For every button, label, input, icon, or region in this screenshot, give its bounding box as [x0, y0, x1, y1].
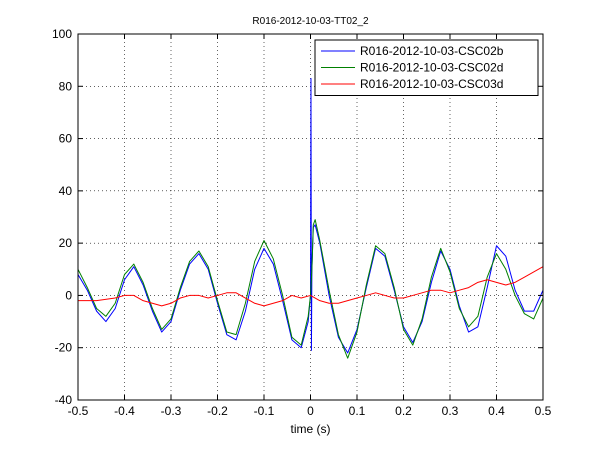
x-tick-label: 0.2 [395, 404, 412, 418]
tick-layer: -0.5 -0.4 -0.3 -0.2 -0.1 0 0.1 0.2 0.3 0.4 0.5 -40 -… [52, 27, 552, 418]
legend-label-3: R016-2012-10-03-CSC03d [360, 77, 503, 91]
x-axis-label: time (s) [291, 422, 331, 436]
x-tick-label: -0.4 [114, 404, 135, 418]
x-tick-label: 0.1 [349, 404, 366, 418]
x-tick-label: 0.4 [488, 404, 505, 418]
x-tick-label: -0.1 [254, 404, 275, 418]
series-layer [77, 77, 544, 359]
series-line-2 [77, 219, 544, 359]
y-tick-label: -40 [55, 393, 73, 407]
x-tick-label: -0.2 [207, 404, 228, 418]
chart-title: R016-2012-10-03-TT02_2 [252, 16, 369, 27]
y-tick-label: 0 [65, 288, 72, 302]
y-tick-label: 60 [59, 132, 73, 146]
x-tick-label: -0.3 [161, 404, 182, 418]
x-tick-label: 0.5 [535, 404, 552, 418]
y-tick-label: 80 [59, 79, 73, 93]
series-line-3 [78, 266, 544, 307]
y-tick-label: 40 [59, 184, 73, 198]
x-tick-label: -0.5 [68, 404, 89, 418]
y-tick-label: 100 [52, 27, 72, 41]
x-tick-label: 0 [307, 404, 314, 418]
y-tick-label: 20 [59, 236, 73, 250]
legend-label-2: R016-2012-10-03-CSC02d [360, 61, 503, 75]
x-tick-label: 0.3 [442, 404, 459, 418]
series-line-1 [77, 77, 544, 354]
legend-label-1: R016-2012-10-03-CSC02b [360, 44, 504, 58]
legend: R016-2012-10-03-CSC02b R016-2012-10-03-CS… [314, 39, 539, 96]
y-tick-label: -20 [55, 341, 73, 355]
